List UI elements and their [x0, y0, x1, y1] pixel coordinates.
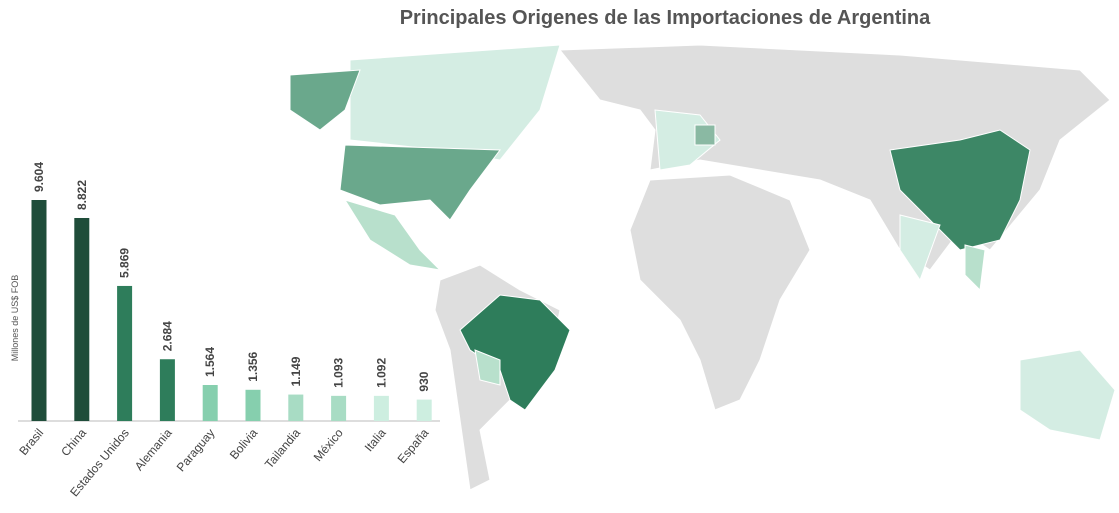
value-label: 2.684: [160, 321, 174, 351]
bar: [245, 389, 261, 421]
bolivia: [474, 349, 501, 386]
value-label: 9.604: [32, 162, 46, 192]
value-label: 1.564: [203, 347, 217, 377]
thailand: [964, 244, 986, 292]
bar: [416, 399, 432, 421]
chart-title: Principales Origenes de las Importacione…: [400, 7, 931, 29]
value-label: 1.092: [374, 358, 388, 388]
bar: [202, 385, 218, 421]
usa: [339, 144, 501, 221]
value-label: 930: [417, 371, 431, 391]
value-label: 1.093: [332, 357, 346, 387]
canada: [349, 44, 561, 161]
bar: [74, 217, 90, 421]
germany: [694, 124, 716, 146]
bar: [331, 395, 347, 421]
value-label: 5.869: [118, 248, 132, 278]
x-tick-label: Alemania: [132, 426, 175, 474]
bar: [288, 394, 304, 421]
bar: [117, 285, 133, 421]
world-map: [289, 44, 1116, 491]
x-tick-label: China: [58, 426, 89, 459]
x-tick-label: México: [311, 426, 346, 464]
china: [889, 129, 1031, 251]
australia: [1019, 349, 1116, 441]
bar: [159, 359, 175, 421]
value-label: 8.822: [75, 180, 89, 210]
x-tick-label: Bolivia: [227, 426, 261, 462]
mexico: [343, 199, 442, 271]
value-label: 1.356: [246, 351, 260, 381]
x-tick-label: España: [395, 426, 432, 466]
x-tick-label: Paraguay: [174, 426, 218, 474]
x-tick-label: Italia: [362, 426, 389, 455]
x-tick-label: Tailandia: [262, 426, 303, 472]
india: [899, 214, 941, 282]
x-tick-label: Brasil: [16, 426, 46, 458]
bar: [373, 395, 389, 421]
bar: [31, 200, 47, 421]
alaska: [289, 69, 361, 131]
y-axis-label: Millones de US$ FOB: [10, 275, 20, 362]
value-label: 1.149: [289, 356, 303, 386]
africa: [629, 174, 811, 411]
